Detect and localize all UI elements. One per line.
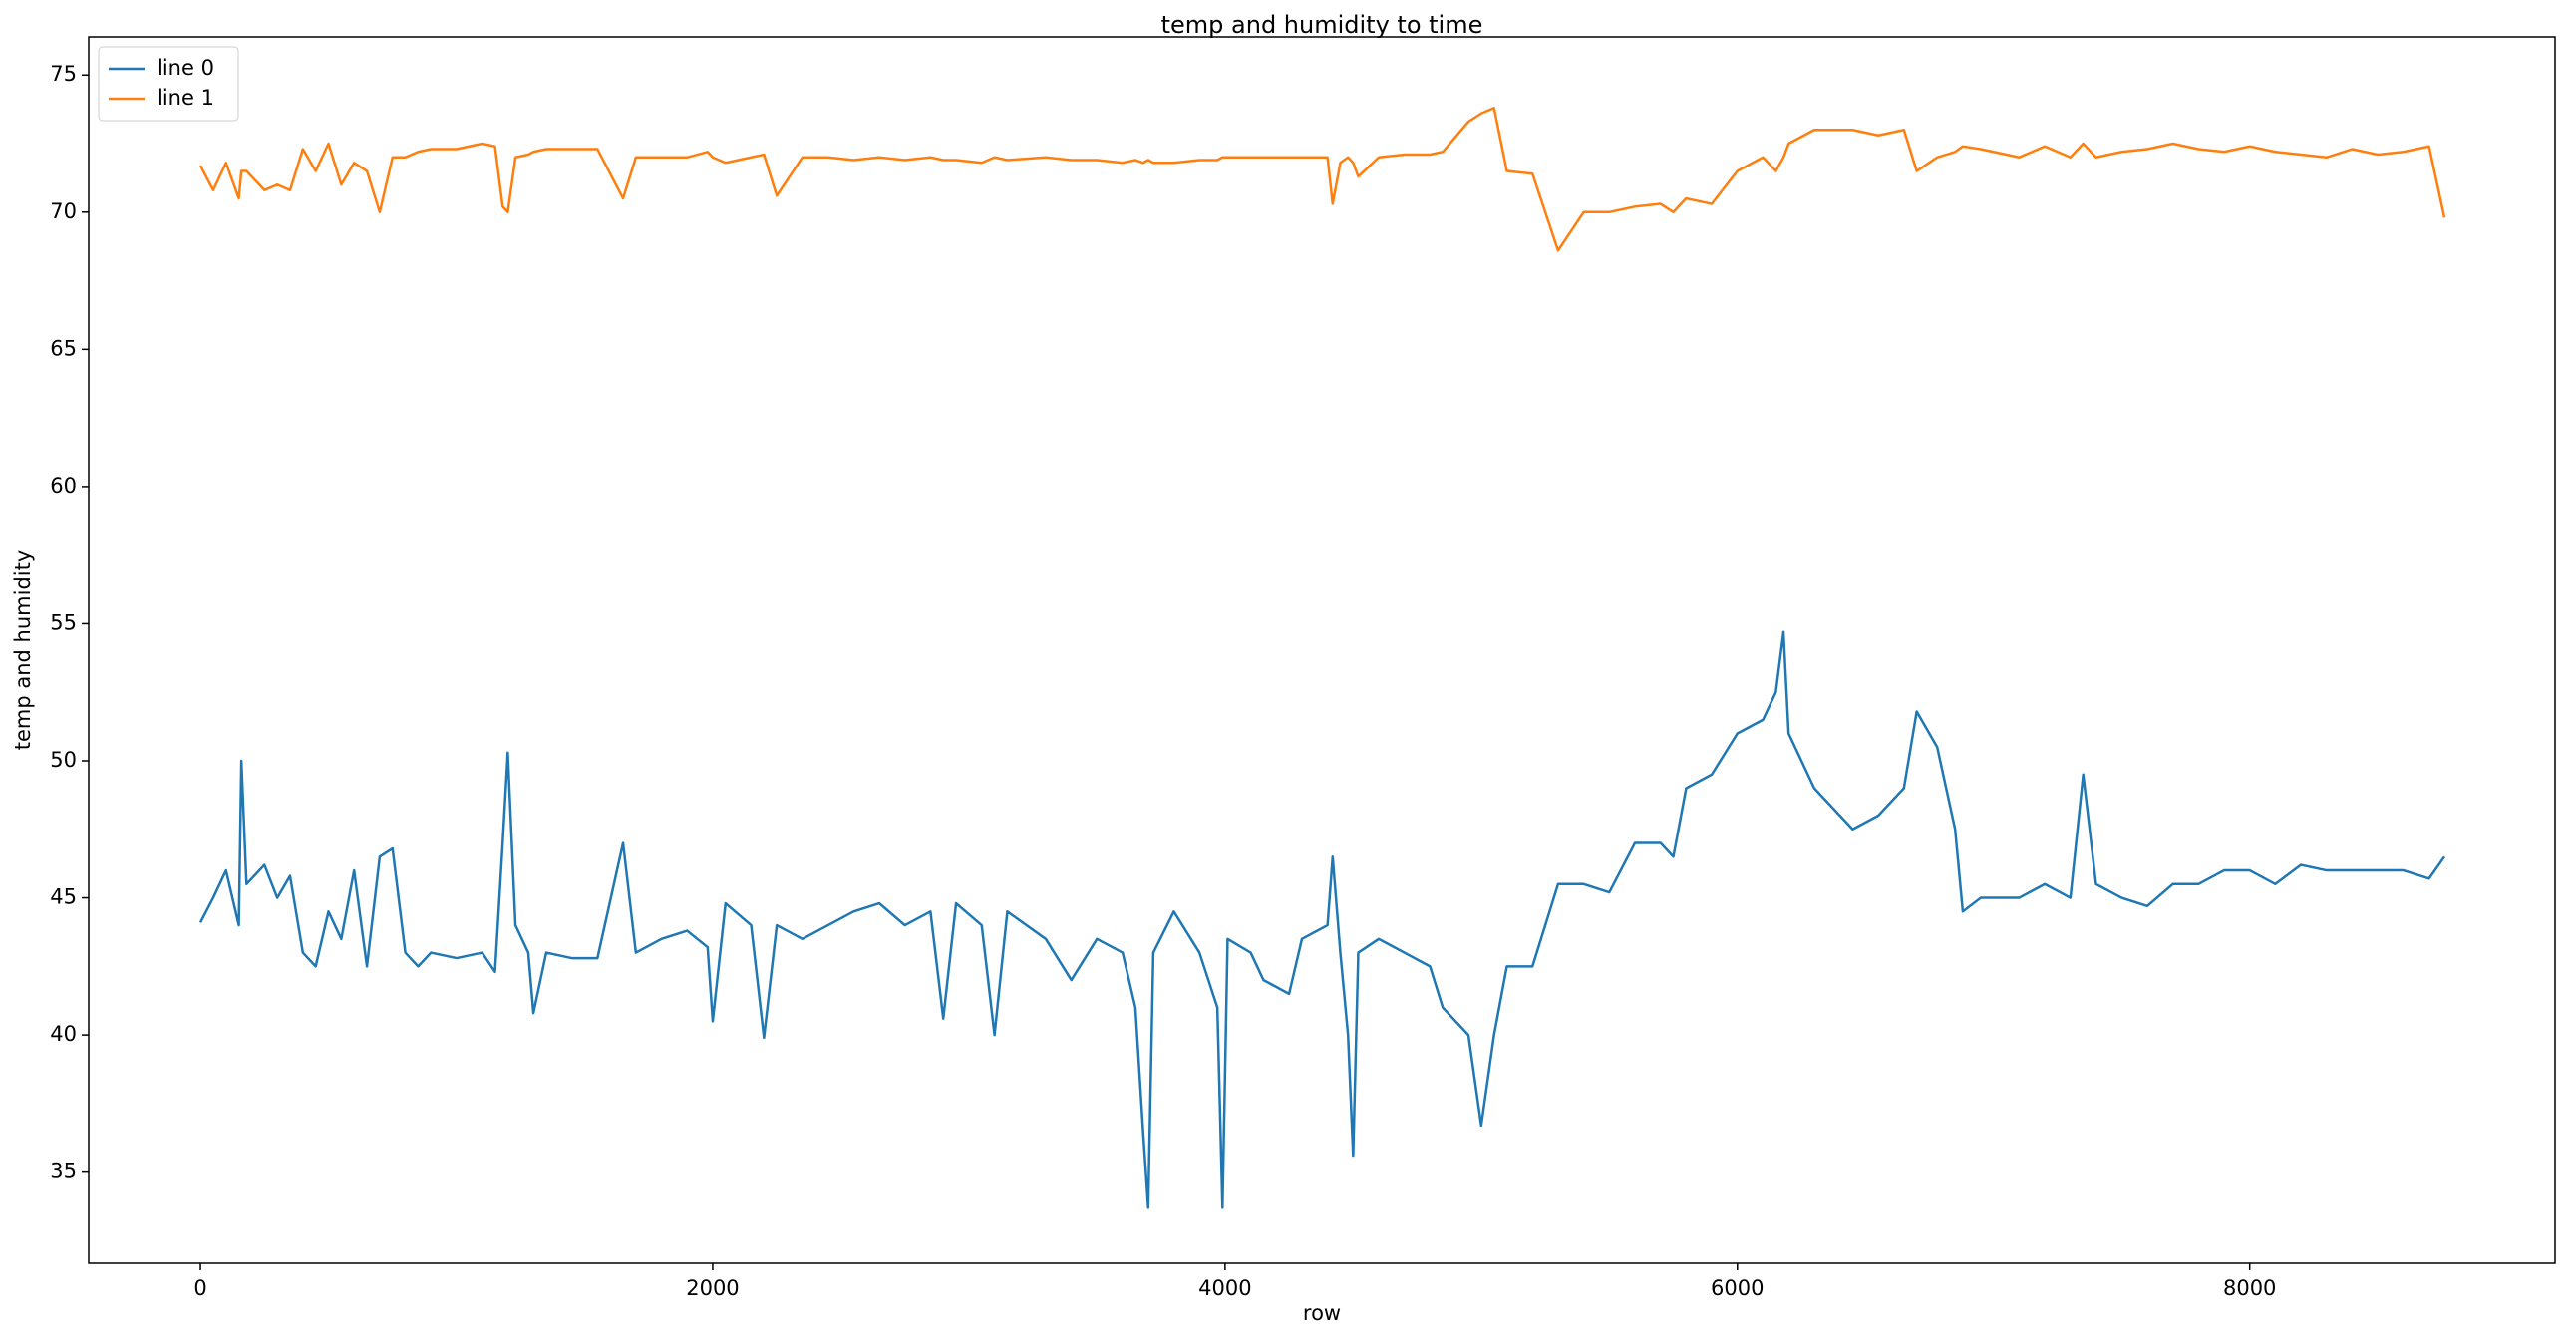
y-tick-label: 50: [50, 748, 77, 772]
y-tick-label: 60: [50, 474, 77, 498]
y-tick-label: 55: [50, 610, 77, 634]
y-tick-label: 75: [50, 62, 77, 86]
x-tick-label: 4000: [1198, 1276, 1251, 1300]
y-axis-label: temp and humidity: [11, 550, 35, 751]
chart-title: temp and humidity to time: [1161, 11, 1483, 39]
y-tick-label: 35: [50, 1160, 77, 1183]
plot-frame: [88, 36, 2556, 1264]
x-axis-label: row: [1303, 1301, 1341, 1325]
x-tick-label: 0: [193, 1276, 206, 1300]
x-tick-label: 2000: [686, 1276, 739, 1300]
y-tick-label: 40: [50, 1022, 77, 1046]
legend-label: line 1: [157, 86, 214, 110]
y-tick-label: 70: [50, 199, 77, 223]
x-tick-label: 8000: [2223, 1276, 2276, 1300]
line-series: [198, 630, 2446, 1209]
y-tick-label: 45: [50, 885, 77, 909]
x-tick-label: 6000: [1711, 1276, 1764, 1300]
legend-label: line 0: [157, 56, 214, 80]
legend-box: [98, 46, 239, 122]
line-series: [198, 107, 2446, 252]
y-tick-label: 65: [50, 336, 77, 360]
